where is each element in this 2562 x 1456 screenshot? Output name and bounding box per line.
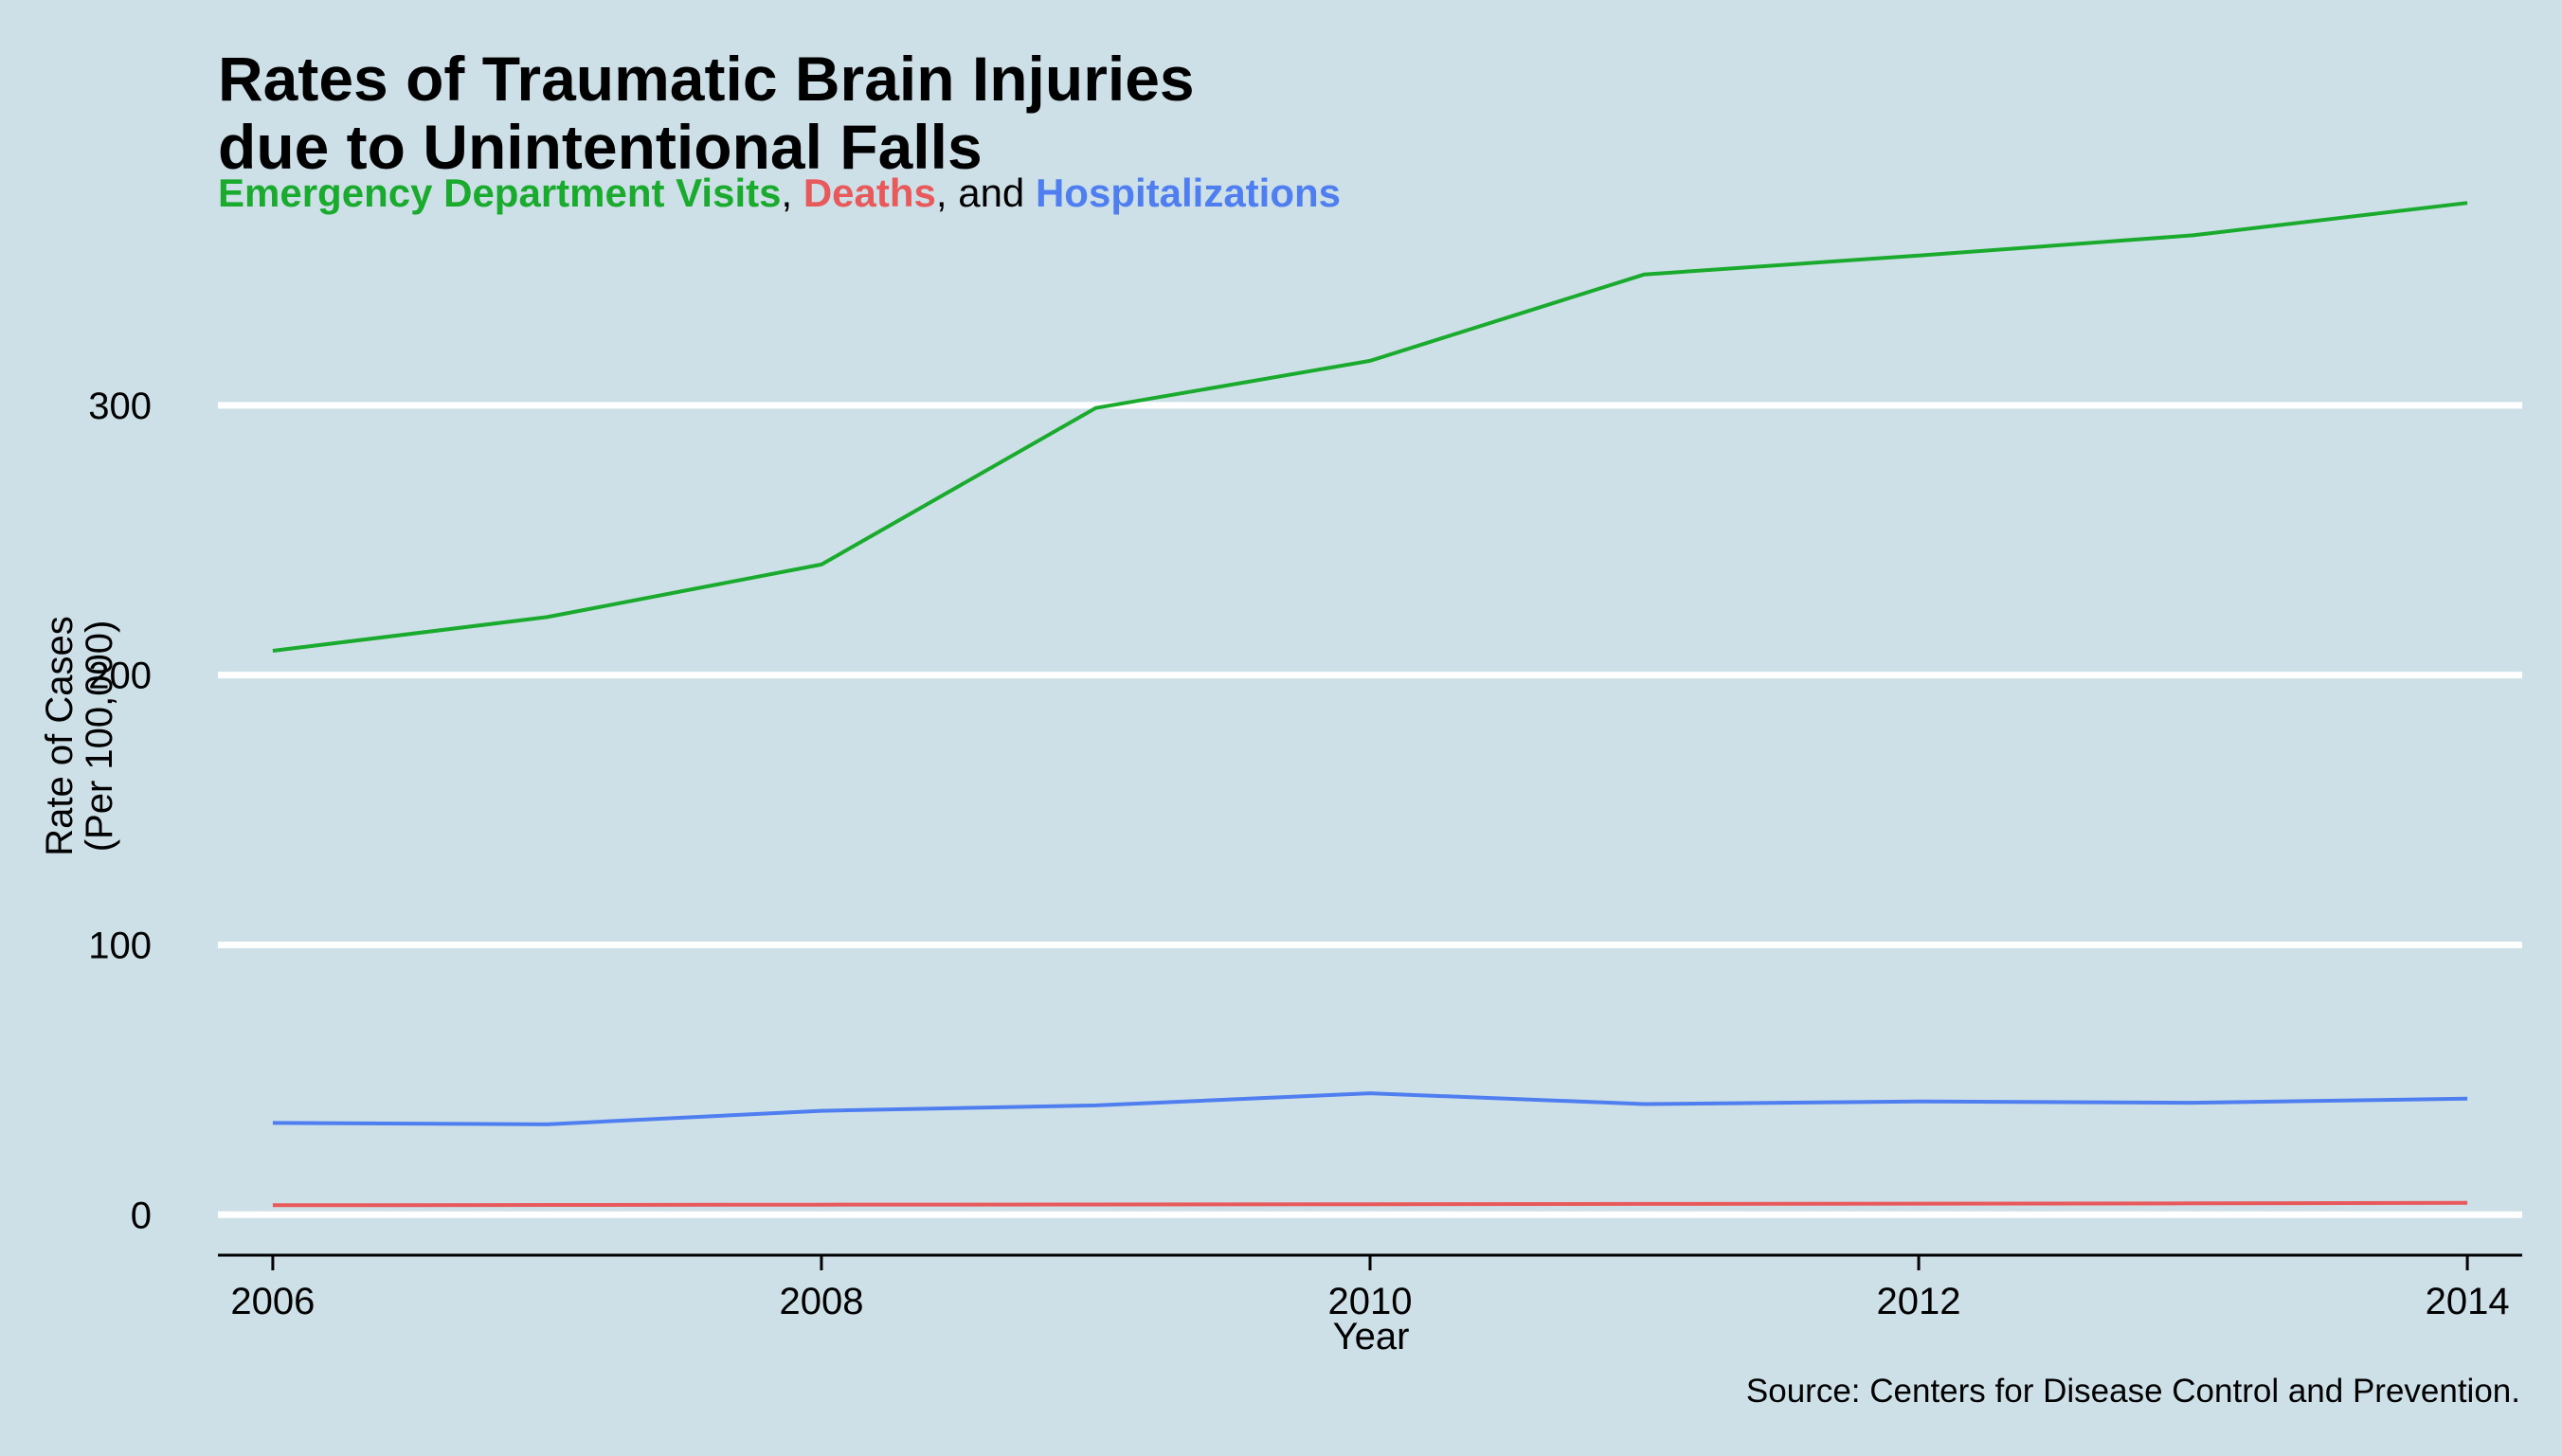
series-lines: [272, 201, 2468, 1208]
y-tick-label-300: 300: [88, 386, 152, 427]
y-axis-label: Rate of Cases (Per 100,000): [39, 616, 120, 855]
x-tick-label-2012: 2012: [1877, 1281, 1961, 1322]
gridlines: [218, 402, 2522, 1218]
chart-title-line-2: due to Unintentional Falls: [218, 112, 983, 182]
series-line-emergency-department-visits: [272, 201, 2468, 653]
y-tick-label-100: 100: [88, 925, 152, 966]
subtitle-sep-1: ,: [781, 171, 803, 215]
x-tick-label-2010: 2010: [1328, 1281, 1413, 1322]
x-tick-label-2006: 2006: [230, 1281, 315, 1322]
x-axis-label: Year: [1333, 1316, 1410, 1357]
x-tick-label-2014: 2014: [2426, 1281, 2510, 1322]
x-tick-label-2008: 2008: [779, 1281, 863, 1322]
subtitle-hosp: Hospitalizations: [1036, 171, 1341, 215]
y-tick-labels: 0 100 200 300: [88, 386, 152, 1236]
series-line-hospitalizations: [272, 1091, 2468, 1126]
y-tick-label-200: 200: [88, 656, 152, 697]
source-note: Source: Centers for Disease Control and …: [1746, 1373, 2520, 1410]
y-axis-label-line-2: (Per 100,000): [79, 620, 120, 853]
chart-subtitle: Emergency Department Visits, Deaths, and…: [218, 171, 1341, 215]
y-tick-label-0: 0: [131, 1195, 152, 1236]
subtitle-ed: Emergency Department Visits: [218, 171, 781, 215]
subtitle-deaths: Deaths: [803, 171, 936, 215]
x-ticks: 2006 2008 2010 2012 2014: [230, 1255, 2510, 1322]
chart-title-line-1: Rates of Traumatic Brain Injuries: [218, 44, 1195, 114]
subtitle-sep-2: , and: [936, 171, 1036, 215]
series-line-deaths: [272, 1200, 2468, 1208]
y-axis-label-line-1: Rate of Cases: [39, 616, 81, 855]
